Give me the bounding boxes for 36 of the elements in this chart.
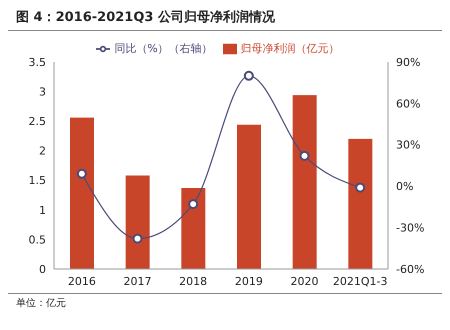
y2-tick-label: -30% [396,222,424,235]
bar [181,188,206,269]
legend-label: 归母净利润（亿元） [240,42,340,55]
point [132,234,142,244]
y-tick-label: 0 [39,262,46,276]
x-tick-label: 2020 [290,274,318,288]
point [76,168,87,179]
point [300,150,310,161]
x-tick-label: 2018 [179,274,208,288]
bar [348,138,372,269]
x-tick-label: 2017 [124,274,152,288]
y2-tick-label: 60% [396,97,420,110]
x-tick-label: 2016 [68,274,96,288]
y-tick-label: 3.5 [28,56,46,69]
bar [292,95,317,269]
legend-label: 同比（%）（右轴） [114,42,213,55]
y2-tick-label: 90% [396,56,420,69]
y2-tick-label: 0% [396,180,414,194]
bar [70,118,94,269]
y2-tick-label: 30% [396,138,420,152]
y-tick-label: 1 [39,204,46,217]
y-tick-label: 1.5 [28,174,46,188]
point [355,182,366,193]
x-tick-label: 2021Q1-3 [332,274,388,288]
y-tick-label: 2.5 [28,115,46,128]
y-tick-label: 3 [39,85,46,98]
bar [126,176,150,269]
y2-tick-label: -60% [396,262,424,276]
bar [237,124,261,269]
point [244,70,254,81]
x-tick-label: 2019 [234,274,263,288]
text: 单位：亿元 [16,298,66,309]
point [188,199,198,210]
chart-title: 图 4：2016-2021Q3 公司归母净利润情况 [8,8,442,31]
y-tick-label: 0.5 [28,233,46,246]
y-tick-label: 2 [39,144,46,158]
